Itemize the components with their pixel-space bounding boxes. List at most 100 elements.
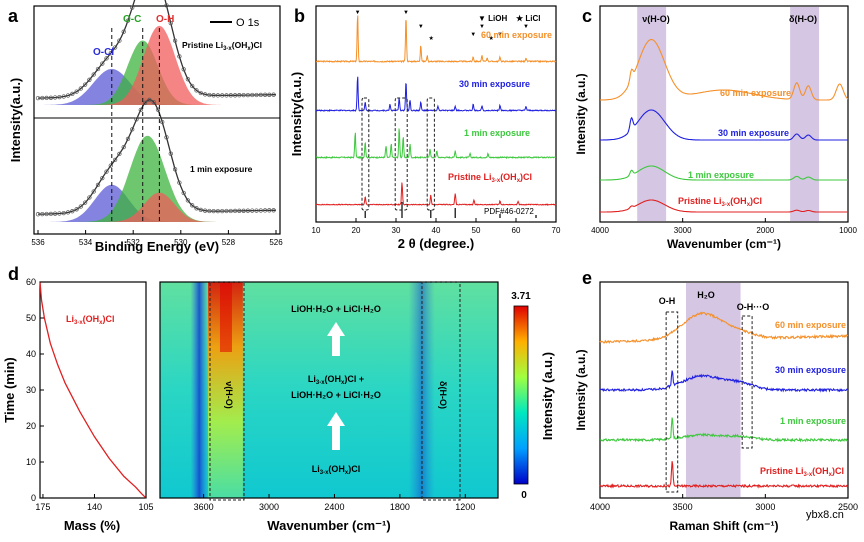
band-label-delta: δ(H-O) <box>789 14 817 24</box>
data-point <box>108 163 113 168</box>
data-point <box>262 92 268 97</box>
raman-spectrum-line <box>599 370 849 393</box>
data-point <box>185 198 191 203</box>
data-point <box>91 189 96 194</box>
data-point <box>181 190 186 196</box>
panel-d-mass-x-tick-label: 140 <box>87 502 102 512</box>
data-point <box>177 180 182 185</box>
raman-box-ohho <box>741 315 753 449</box>
panel-d-mass-x-tick-label: 105 <box>138 502 153 512</box>
xrd-pattern-line <box>315 182 557 206</box>
panel-a-x-tick-label: 536 <box>31 238 45 247</box>
panel-c-xlabel: Wavenumber (cm⁻¹) <box>667 237 781 251</box>
data-point <box>262 208 268 213</box>
mass-loss-curve <box>39 281 147 499</box>
panel-letter-c: c <box>582 6 592 26</box>
label-b-1min: 1 min exposure <box>464 128 530 138</box>
arrow-up-icon <box>327 322 345 356</box>
legend-lioh: ▼ LiOH <box>478 14 507 23</box>
lioh-marker-icon: ▼ <box>403 10 409 16</box>
panel-e-x-tick-label: 4000 <box>590 502 610 512</box>
raman-label-ohho: O-H···O <box>737 302 770 312</box>
data-point <box>254 208 259 213</box>
data-point <box>168 151 173 156</box>
data-point <box>168 20 173 26</box>
panel-c-x-tick-label: 3000 <box>674 226 692 235</box>
label-e-pristine: Pristine Li3-x(OHx)Cl <box>760 466 844 478</box>
heatmap-low-column <box>408 282 435 498</box>
panel-b-ticks: 10 20 30 40 50 60 70 <box>312 218 561 235</box>
raman-spectrum-line <box>599 311 848 345</box>
panel-d-mass-ticks: 175 140 105 0 10 20 30 40 50 60 <box>26 277 154 512</box>
absorption-band <box>637 7 667 221</box>
data-point <box>181 67 186 72</box>
panel-e-spectra <box>599 283 849 497</box>
data-point <box>271 92 276 97</box>
panel-b-x-tick-label: 30 <box>392 226 401 235</box>
panel-d-mass: 175 140 105 0 10 20 30 40 50 60 Li3-x(OHx)Cl Mass… <box>2 277 154 533</box>
data-point <box>172 38 178 43</box>
data-point <box>104 169 109 174</box>
data-point <box>241 208 246 213</box>
label-a-1min: 1 min exposure <box>190 164 253 174</box>
data-point <box>121 144 126 150</box>
data-point <box>125 18 131 23</box>
data-point <box>185 77 191 82</box>
data-point <box>48 211 54 217</box>
label-c-1min: 1 min exposure <box>688 170 754 180</box>
data-point <box>35 95 41 101</box>
panel-a-x-tick-label: 532 <box>127 238 141 247</box>
data-point <box>228 93 233 98</box>
panel-b-xlabel: 2 θ (degree.) <box>398 236 474 251</box>
panel-e-x-tick-label: 3000 <box>755 502 775 512</box>
data-point <box>207 208 212 214</box>
data-point <box>232 93 238 98</box>
xrd-pattern-line <box>315 128 557 160</box>
panel-d-mass-y-tick-label: 10 <box>26 457 36 467</box>
panel-a-ylabel: Intensity(a.u.) <box>8 78 23 163</box>
ftir-spectrum-line <box>600 199 848 213</box>
panel-a-xlabel: Binding Energy (eV) <box>95 239 219 254</box>
highlight-box <box>426 97 435 211</box>
data-point <box>190 203 195 208</box>
data-point <box>232 208 238 214</box>
data-point <box>172 167 178 172</box>
panel-c-x-tick-label: 1000 <box>839 226 857 235</box>
data-point <box>202 92 208 97</box>
fitted-peak-o-cl <box>38 184 276 222</box>
data-point <box>215 93 221 98</box>
raman-box-oh <box>665 311 679 493</box>
panel-letter-e: e <box>582 268 592 288</box>
raman-label-oh: O-H <box>659 296 676 306</box>
data-point <box>125 136 131 142</box>
colorbar <box>513 305 529 485</box>
data-point <box>237 93 242 98</box>
panel-b-xrd: ▼ ▼▼▼▼▼▼★ ★ 10 20 30 40 50 60 70 ▼ LiOH ★ LiCl 6… <box>289 5 561 251</box>
data-point <box>198 90 203 96</box>
panel-d-mass-x-tick-label: 175 <box>35 502 50 512</box>
data-point <box>82 200 88 205</box>
panel-c-x-tick-label: 4000 <box>591 226 609 235</box>
data-point <box>138 107 143 113</box>
data-point <box>151 99 156 105</box>
heatmap-annotation-mid2: LiOH·H₂O + LiCl·H₂O <box>291 390 381 400</box>
data-point <box>52 211 58 216</box>
xrd-pattern-line <box>315 15 557 64</box>
envelope-line <box>38 0 276 99</box>
panel-c-ticks: 4000 3000 2000 1000 <box>591 218 857 235</box>
data-point <box>82 82 88 87</box>
data-point <box>78 204 83 209</box>
data-point <box>207 92 212 98</box>
panel-a-xps: 536 534 532 530 528 526 O 1s O-Cl O-C O-H Pri… <box>8 0 283 254</box>
data-point <box>70 209 75 214</box>
panel-c-x-tick-label: 2000 <box>756 226 774 235</box>
panel-a-x-tick-label: 528 <box>222 238 236 247</box>
raman-band-h2o <box>685 283 741 497</box>
data-point <box>87 77 92 82</box>
data-point <box>130 5 135 10</box>
data-point <box>74 207 79 212</box>
panel-c-ylabel: Intensity (a.u.) <box>574 73 588 154</box>
data-point <box>190 83 195 89</box>
heatmap-x-tick-label: 1800 <box>390 502 410 512</box>
panel-b-x-tick-label: 20 <box>352 226 361 235</box>
